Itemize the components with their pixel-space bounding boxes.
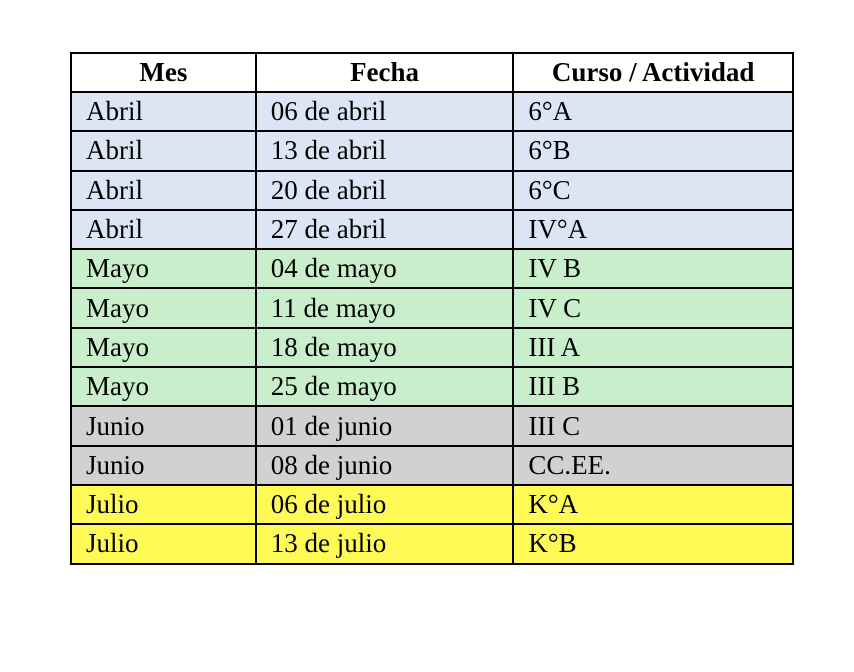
table-row: Mayo 25 de mayo III B xyxy=(70,366,794,408)
cell-mes: Junio xyxy=(70,444,257,486)
table-row: Junio 08 de junio CC.EE. xyxy=(70,444,794,486)
cell-mes: Abril xyxy=(70,90,257,133)
table-row: Mayo 11 de mayo IV C xyxy=(70,287,794,329)
table-row: Abril 06 de abril 6°A xyxy=(70,90,794,133)
table-row: Abril 27 de abril IV°A xyxy=(70,208,794,251)
cell-mes: Mayo xyxy=(70,366,257,408)
cell-fecha: 18 de mayo xyxy=(254,326,515,369)
cell-mes: Junio xyxy=(70,405,257,447)
cell-fecha: 13 de abril xyxy=(254,130,515,172)
table-row: Julio 13 de julio K°B xyxy=(70,523,794,565)
cell-mes: Abril xyxy=(70,130,257,172)
cell-curso: K°B xyxy=(512,523,794,565)
table-row: Mayo 04 de mayo IV B xyxy=(70,248,794,290)
cell-fecha: 11 de mayo xyxy=(254,287,515,329)
cell-curso: III A xyxy=(512,326,794,369)
cell-curso: K°A xyxy=(512,483,794,526)
cell-mes: Mayo xyxy=(70,248,257,290)
header-curso: Curso / Actividad xyxy=(512,52,794,93)
cell-fecha: 20 de abril xyxy=(254,169,515,211)
cell-fecha: 13 de julio xyxy=(254,523,515,565)
table-row: Abril 20 de abril 6°C xyxy=(70,169,794,211)
cell-mes: Julio xyxy=(70,523,257,565)
cell-curso: III C xyxy=(512,405,794,447)
cell-mes: Mayo xyxy=(70,326,257,369)
cell-curso: 6°B xyxy=(512,130,794,172)
table-row: Junio 01 de junio III C xyxy=(70,405,794,447)
table-row: Julio 06 de julio K°A xyxy=(70,483,794,526)
header-row: Mes Fecha Curso / Actividad xyxy=(70,52,794,93)
cell-fecha: 04 de mayo xyxy=(254,248,515,290)
table-row: Abril 13 de abril 6°B xyxy=(70,130,794,172)
cell-fecha: 01 de junio xyxy=(254,405,515,447)
cell-curso: IV°A xyxy=(512,208,794,251)
cell-curso: CC.EE. xyxy=(512,444,794,486)
cell-fecha: 06 de julio xyxy=(254,483,515,526)
cell-mes: Mayo xyxy=(70,287,257,329)
cell-fecha: 06 de abril xyxy=(254,90,515,133)
cell-curso: III B xyxy=(512,366,794,408)
schedule-table: Mes Fecha Curso / Actividad Abril 06 de a… xyxy=(70,52,794,565)
cell-curso: 6°A xyxy=(512,90,794,133)
cell-curso: 6°C xyxy=(512,169,794,211)
cell-curso: IV C xyxy=(512,287,794,329)
cell-mes: Julio xyxy=(70,483,257,526)
cell-mes: Abril xyxy=(70,208,257,251)
cell-fecha: 27 de abril xyxy=(254,208,515,251)
header-fecha: Fecha xyxy=(254,52,515,93)
cell-mes: Abril xyxy=(70,169,257,211)
cell-fecha: 08 de junio xyxy=(254,444,515,486)
cell-curso: IV B xyxy=(512,248,794,290)
cell-fecha: 25 de mayo xyxy=(254,366,515,408)
table-row: Mayo 18 de mayo III A xyxy=(70,326,794,369)
header-mes: Mes xyxy=(70,52,257,93)
